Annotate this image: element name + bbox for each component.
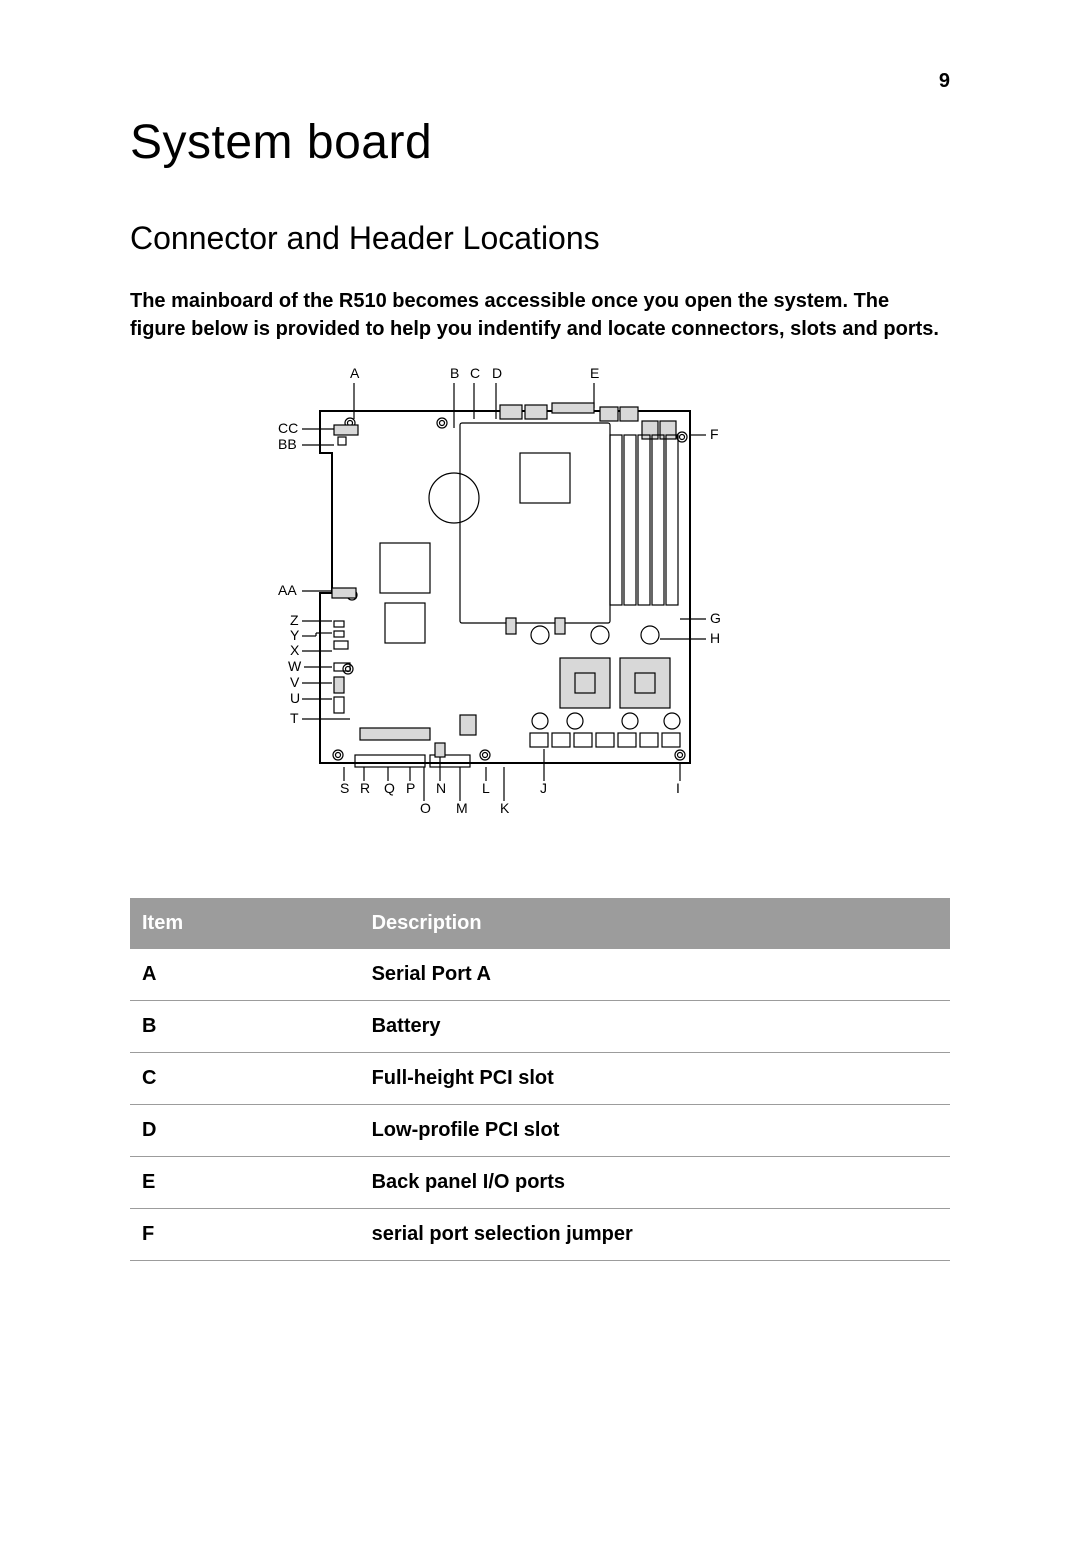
table-cell-desc: serial port selection jumper [360, 1209, 950, 1261]
table-row: C Full-height PCI slot [130, 1053, 950, 1105]
table-row: E Back panel I/O ports [130, 1157, 950, 1209]
callout-G: G [710, 610, 721, 626]
callout-S: S [340, 780, 349, 796]
callout-AA: AA [278, 582, 297, 598]
table-header-description: Description [360, 898, 950, 949]
table-cell-item: E [130, 1157, 360, 1209]
callout-O: O [420, 800, 431, 816]
callout-E: E [590, 365, 599, 381]
callout-Z: Z [290, 612, 299, 628]
callout-K: K [500, 800, 510, 816]
callout-Y: Y [290, 627, 300, 643]
callout-U: U [290, 690, 300, 706]
page-number: 9 [939, 70, 950, 93]
table-row: F serial port selection jumper [130, 1209, 950, 1261]
callout-M: M [456, 800, 468, 816]
table-row: A Serial Port A [130, 949, 950, 1001]
table-cell-item: C [130, 1053, 360, 1105]
callout-CC: CC [278, 420, 298, 436]
callout-V: V [290, 674, 300, 690]
section-heading: Connector and Header Locations [130, 220, 950, 257]
table-cell-item: D [130, 1105, 360, 1157]
table-cell-desc: Back panel I/O ports [360, 1157, 950, 1209]
table-cell-item: A [130, 949, 360, 1001]
callout-T: T [290, 710, 299, 726]
callout-H: H [710, 630, 720, 646]
callout-C: C [470, 365, 480, 381]
table-header-item: Item [130, 898, 360, 949]
callout-F: F [710, 426, 719, 442]
callout-J: J [540, 780, 547, 796]
callout-X: X [290, 642, 300, 658]
callout-R: R [360, 780, 370, 796]
table-cell-desc: Full-height PCI slot [360, 1053, 950, 1105]
callout-B: B [450, 365, 459, 381]
callout-I: I [676, 780, 680, 796]
callout-Q: Q [384, 780, 395, 796]
callout-N: N [436, 780, 446, 796]
table-cell-item: B [130, 1001, 360, 1053]
intro-paragraph: The mainboard of the R510 becomes access… [130, 287, 950, 343]
system-board-diagram: A B C D E [130, 363, 950, 838]
table-row: D Low-profile PCI slot [130, 1105, 950, 1157]
callout-D: D [492, 365, 502, 381]
connector-table: Item Description A Serial Port A B Batte… [130, 898, 950, 1261]
callout-P: P [406, 780, 415, 796]
callout-BB: BB [278, 436, 297, 452]
table-cell-item: F [130, 1209, 360, 1261]
callout-A: A [350, 365, 360, 381]
table-cell-desc: Low-profile PCI slot [360, 1105, 950, 1157]
table-row: B Battery [130, 1001, 950, 1053]
table-cell-desc: Battery [360, 1001, 950, 1053]
page-title: System board [130, 115, 950, 170]
table-cell-desc: Serial Port A [360, 949, 950, 1001]
callout-W: W [288, 658, 302, 674]
callout-L: L [482, 780, 490, 796]
